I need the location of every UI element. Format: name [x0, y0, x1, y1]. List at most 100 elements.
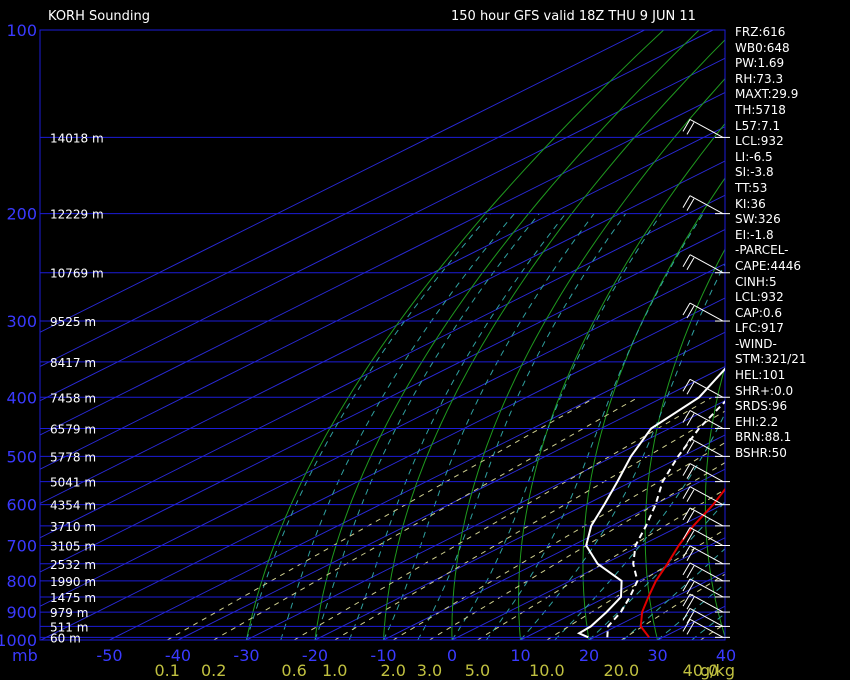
isotherm-line: [451, 502, 725, 640]
wind-barb-flag: [686, 382, 695, 395]
height-label: 3105 m: [50, 540, 96, 554]
index-line: TH:5718: [735, 102, 786, 117]
pressure-label: 800: [6, 572, 37, 591]
wind-barb: [682, 618, 730, 638]
wind-barb-flag: [682, 619, 691, 632]
wind-barb-flag: [686, 305, 695, 319]
mixing-ratio-tick-label: 0.1: [154, 661, 179, 680]
isotherm-line: [40, 57, 725, 402]
height-label: 12229 m: [50, 208, 104, 222]
wind-barb: [682, 195, 730, 215]
height-label: 4354 m: [50, 499, 96, 513]
mixing-ratio-tick-label: 3.0: [417, 661, 442, 680]
height-label: 60 m: [50, 631, 81, 645]
height-label: 5778 m: [50, 450, 96, 464]
wind-barb-flag: [682, 608, 691, 621]
wind-barb-staff: [689, 607, 724, 627]
wind-barb-flag: [686, 489, 695, 502]
wind-barb-flag: [686, 596, 695, 610]
isotherm-line: [40, 30, 714, 368]
wind-barb-staff: [689, 410, 724, 429]
wind-barb-flag: [686, 565, 695, 579]
wind-barb-flag: [686, 581, 695, 595]
index-line: STM:321/21: [735, 352, 807, 367]
wind-barb-flag: [686, 510, 695, 524]
index-line: -PARCEL-: [735, 243, 789, 258]
index-line: EI:-1.8: [735, 227, 774, 242]
temperature-tick-label: 30: [647, 646, 667, 665]
temperature-tick-label: -40: [165, 646, 191, 665]
moist-adiabat-line: [622, 548, 725, 640]
wind-barb-staff: [689, 463, 724, 483]
isotherm-line: [40, 30, 645, 333]
wind-barb-flag: [682, 410, 691, 423]
temperature-tick-label: -20: [302, 646, 328, 665]
pressure-label: 700: [6, 537, 37, 556]
wind-barb-flag: [682, 562, 691, 576]
wind-barb-flag: [682, 379, 691, 392]
height-label: 7458 m: [50, 391, 96, 405]
pressure-label: 100: [6, 21, 37, 40]
wind-barb-flag: [682, 195, 691, 208]
height-label: 2532 m: [50, 558, 96, 572]
isotherm-line: [246, 400, 725, 640]
wind-barb: [682, 545, 730, 565]
wind-barb-flag: [686, 622, 695, 635]
index-line: WB0:648: [735, 40, 790, 55]
index-line: TT:53: [735, 180, 768, 195]
index-line: HEL:101: [735, 368, 786, 383]
wind-barb: [682, 118, 730, 138]
index-line: LFC:917: [735, 321, 784, 336]
wind-barb-staff: [689, 593, 724, 613]
wind-barb-staff: [689, 378, 724, 398]
wind-barb: [682, 437, 730, 457]
index-line: MAXT:29.9: [735, 87, 799, 102]
wind-barb-flag: [682, 486, 691, 499]
pressure-label: 1000: [0, 631, 37, 650]
wind-barb-flag: [686, 257, 695, 270]
isotherm-line: [40, 263, 725, 607]
height-label: 1475 m: [50, 591, 96, 605]
wind-barb-flag: [686, 548, 695, 562]
plot-frame: [39, 29, 726, 641]
indices-panel: FRZ:616 WB0:648 PW:1.69 RH:73.3 MAXT:29.9 TH:…: [735, 25, 807, 462]
mixing-ratio-tick-label: 40.0: [683, 661, 719, 680]
isotherm-line: [40, 126, 725, 470]
wind-barb-flag: [682, 119, 691, 132]
wind-barb-flag: [682, 254, 691, 267]
height-label: 3710 m: [50, 520, 96, 534]
wind-barb-flag: [686, 122, 695, 135]
index-line: BSHR:50: [735, 446, 787, 461]
isotherm-line: [109, 331, 725, 640]
isotherm-line: [40, 91, 725, 436]
height-label: 979 m: [50, 606, 88, 620]
wind-barb: [682, 254, 730, 274]
isotherm-line: [383, 468, 725, 640]
index-line: SRDS:96: [735, 399, 788, 414]
mixing-ratio-tick-label: 0.2: [201, 661, 226, 680]
height-label: 8417 m: [50, 356, 96, 370]
temperature-tick-label: 0: [447, 646, 457, 665]
index-line: PW:1.69: [735, 56, 785, 71]
index-line: L57:7.1: [735, 118, 781, 133]
wind-barb-staff: [689, 195, 724, 215]
wind-barb: [682, 607, 730, 627]
mixing-ratio-unit-label: g/kg: [700, 661, 735, 680]
chart-title: KORH Sounding: [48, 9, 151, 24]
index-line: LCL:932: [735, 134, 784, 149]
wind-barb: [682, 507, 730, 527]
pressure-label: 300: [6, 312, 37, 331]
height-label: 5041 m: [50, 476, 96, 490]
wind-barb: [682, 562, 730, 582]
wind-barb: [682, 302, 730, 322]
wet-bulb-line: [606, 400, 725, 638]
height-label: 10769 m: [50, 267, 104, 281]
wind-barb: [682, 486, 730, 506]
temperature-tick-label: -30: [233, 646, 259, 665]
index-line: LI:-6.5: [735, 149, 773, 164]
wind-barb-flag: [686, 611, 695, 624]
temperature-tick-label: -50: [96, 646, 122, 665]
mixing-ratio-tick-label: 20.0: [604, 661, 640, 680]
index-line: CAP:0.6: [735, 305, 782, 320]
